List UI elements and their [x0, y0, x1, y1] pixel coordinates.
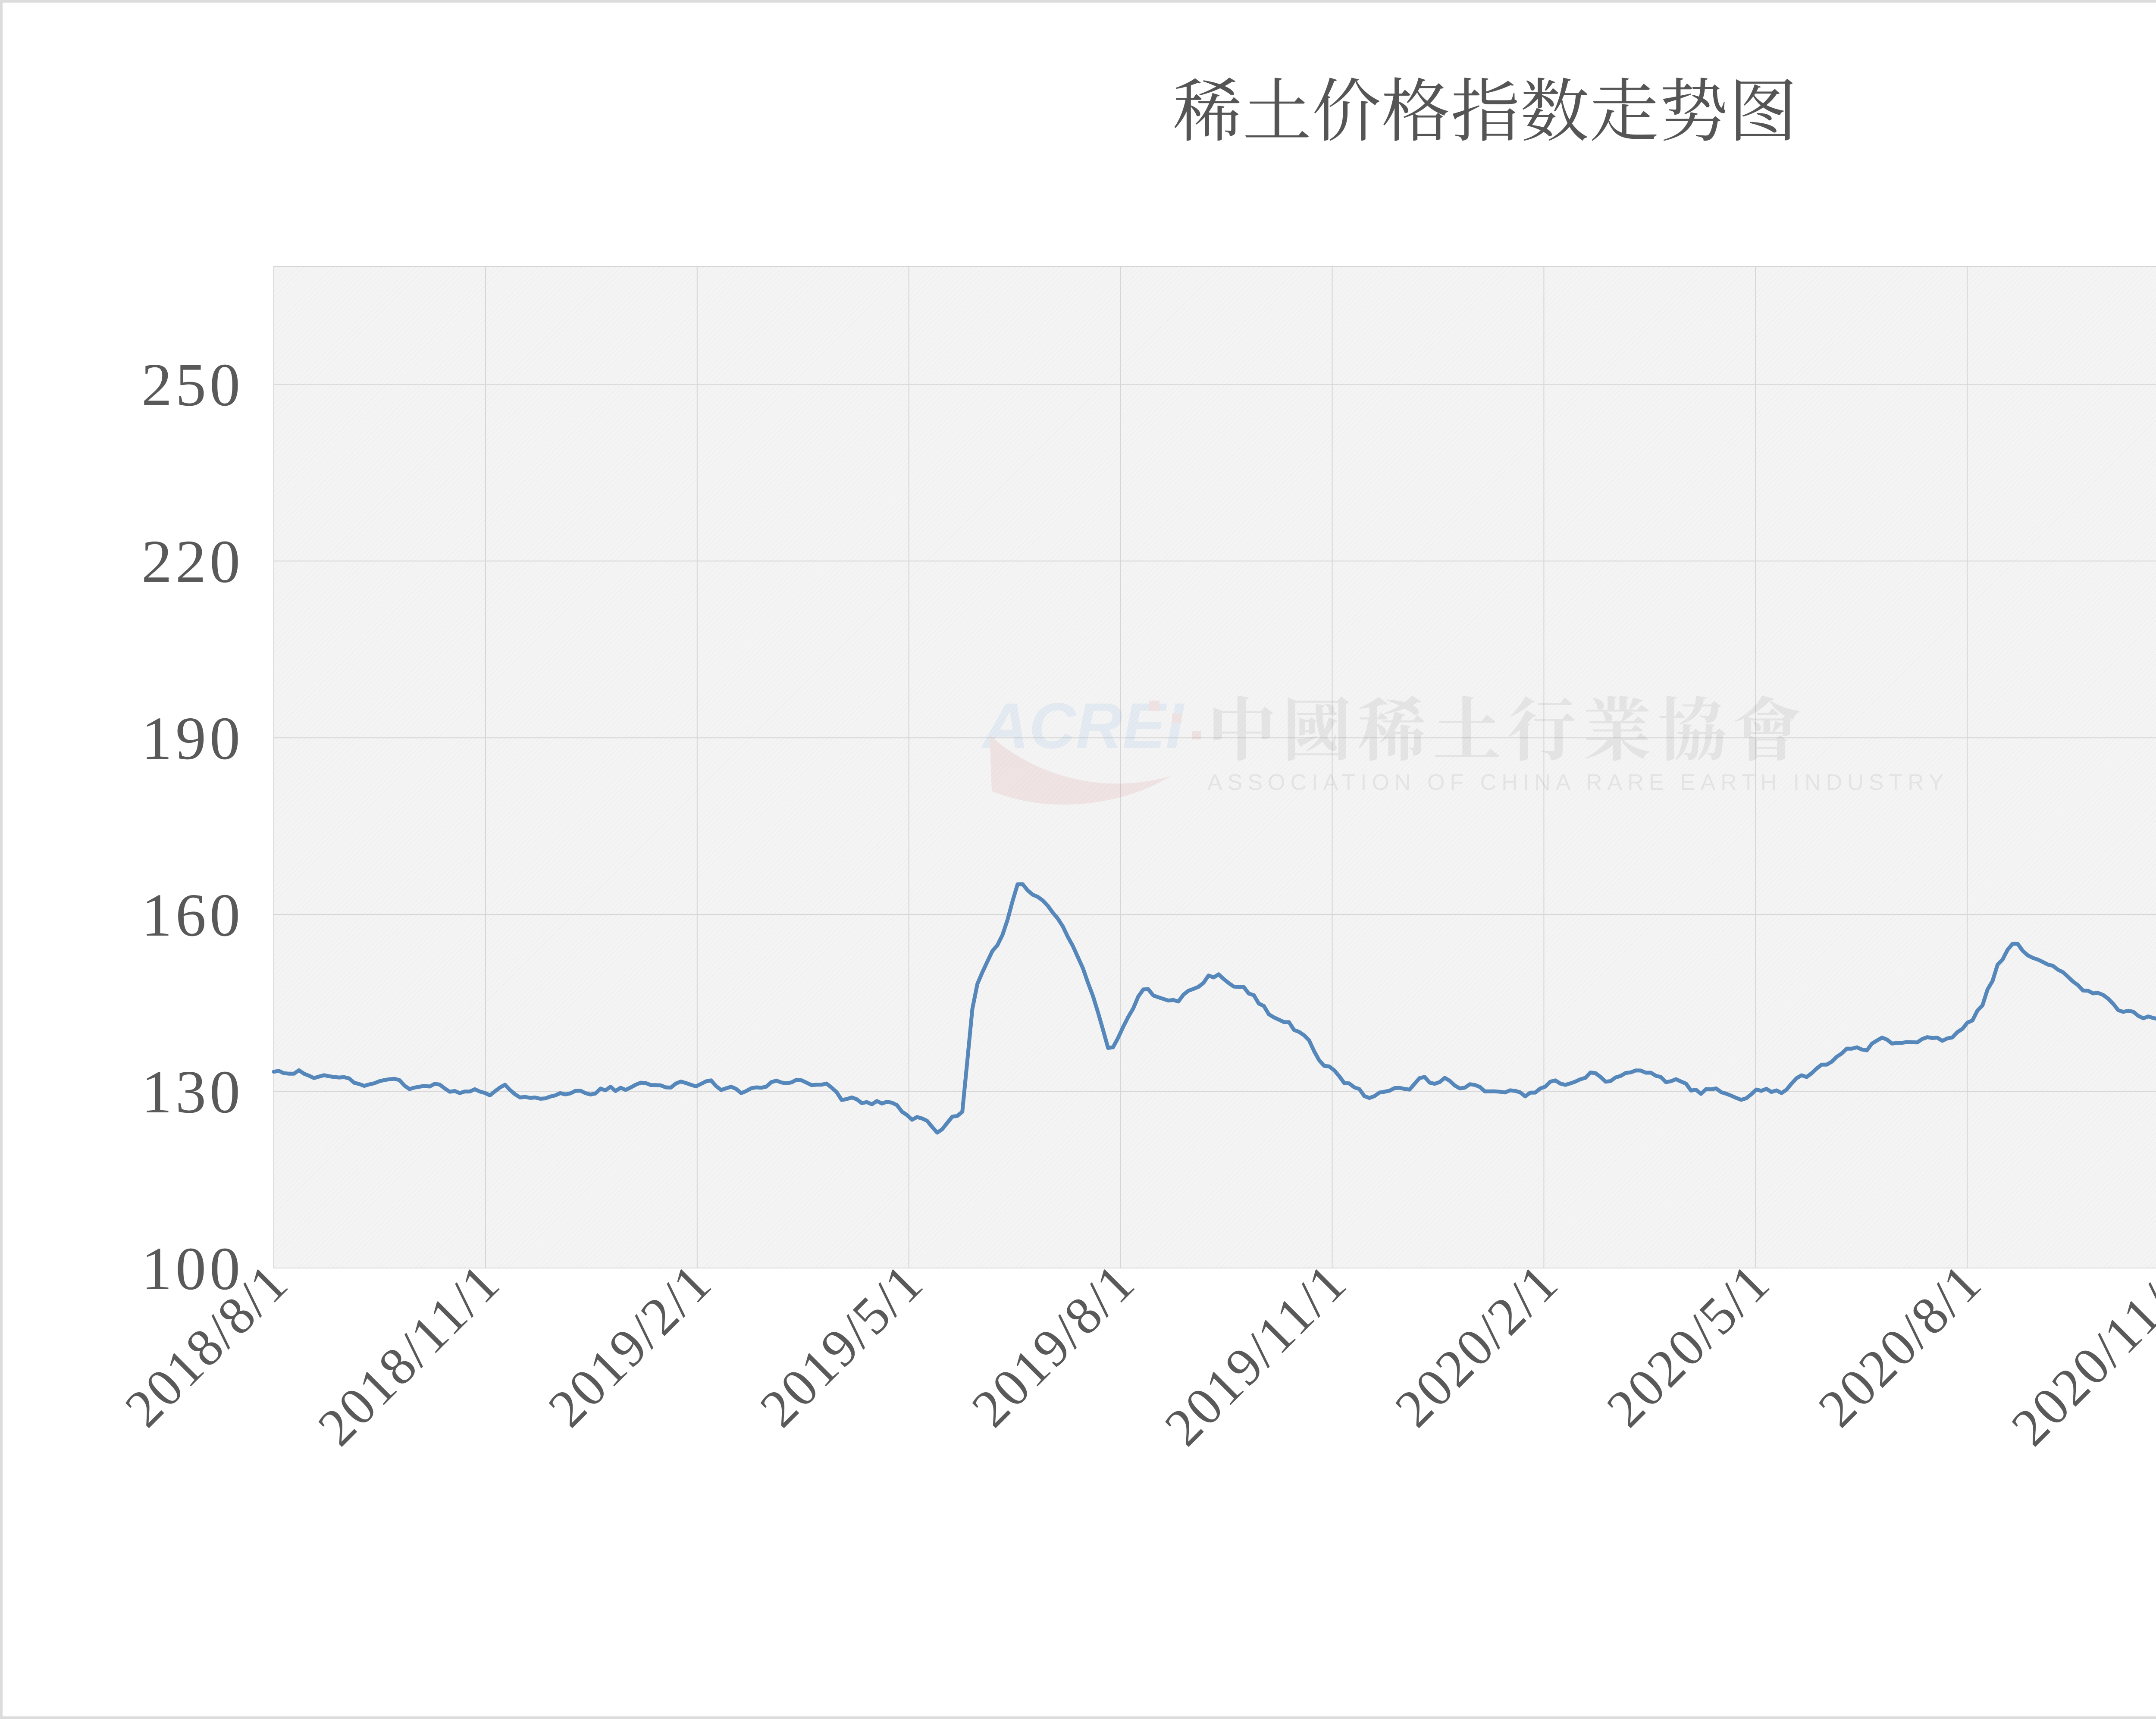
svg-text:2019/2/1: 2019/2/1 [537, 1252, 723, 1438]
svg-text:中國稀土行業協會: 中國稀土行業協會 [1207, 693, 1808, 770]
svg-text:2019/11/1: 2019/11/1 [1153, 1252, 1358, 1457]
svg-text:2019/5/1: 2019/5/1 [749, 1252, 935, 1438]
svg-text:2020/5/1: 2020/5/1 [1595, 1252, 1781, 1438]
svg-text:2019/8/1: 2019/8/1 [960, 1252, 1146, 1438]
svg-text:2018/11/1: 2018/11/1 [307, 1252, 511, 1457]
svg-text:2020/8/1: 2020/8/1 [1807, 1252, 1993, 1438]
svg-text:130: 130 [141, 1058, 244, 1126]
svg-text:190: 190 [141, 704, 244, 772]
svg-text:ASSOCIATION OF CHINA RARE EART: ASSOCIATION OF CHINA RARE EARTH INDUSTRY [1207, 770, 1949, 795]
svg-text:ACREI: ACREI [981, 689, 1185, 762]
svg-text:2020/2/1: 2020/2/1 [1384, 1252, 1570, 1438]
svg-text:220: 220 [141, 527, 244, 595]
svg-text:250: 250 [141, 351, 244, 419]
svg-text:160: 160 [141, 881, 244, 949]
svg-text:2020/11/1: 2020/11/1 [2000, 1252, 2156, 1457]
